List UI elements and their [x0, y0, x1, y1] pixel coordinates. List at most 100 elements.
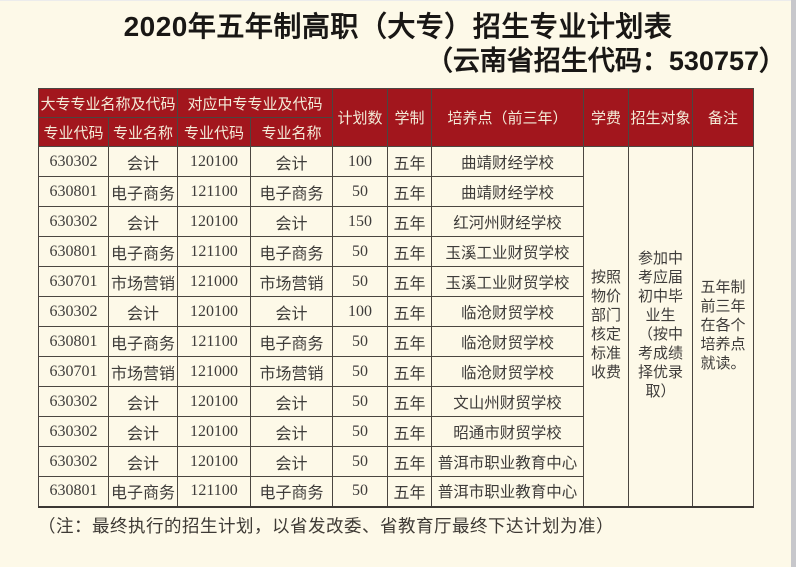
header-zz-name: 专业名称 [250, 117, 334, 147]
cell-zz-name: 电子商务 [250, 326, 334, 357]
cell-dz-name: 市场营销 [107, 356, 179, 387]
cell-dz-code: 630302 [38, 206, 109, 237]
cell-zz-code: 121100 [177, 476, 252, 507]
cell-duration: 五年 [387, 386, 433, 417]
cell-site: 玉溪工业财贸学校 [431, 266, 585, 297]
cell-dz-name: 会计 [107, 416, 179, 447]
header-zz-code: 专业代码 [177, 117, 252, 147]
cell-plan: 50 [332, 476, 389, 507]
cell-zz-code: 121000 [177, 356, 252, 387]
cell-site: 临沧财贸学校 [431, 356, 585, 387]
header-dz-name: 专业名称 [107, 117, 179, 147]
scrollbar-track[interactable] [791, 0, 796, 567]
table-row: 630701 市场营销 121000 市场营销 50 五年 临沧财贸学校 [38, 356, 754, 387]
cell-site: 玉溪工业财贸学校 [431, 236, 585, 267]
cell-dz-name: 会计 [107, 296, 179, 327]
table-row: 630302 会计 120100 会计 150 五年 红河州财经学校 [38, 206, 754, 237]
cell-note-merged: 五年制前三年在各个培养点就读。 [692, 146, 755, 507]
cell-tuition-merged: 按照物价部门核定标准收费 [583, 146, 630, 507]
cell-dz-name: 会计 [107, 206, 179, 237]
cell-zz-code: 121000 [177, 266, 252, 297]
cell-plan: 50 [332, 266, 389, 297]
cell-zz-name: 会计 [250, 386, 334, 417]
cell-site: 普洱市职业教育中心 [431, 476, 585, 507]
table-row: 630302 会计 120100 会计 50 五年 昭通市财贸学校 [38, 416, 754, 447]
admission-plan-table: 大专专业名称及代码 对应中专专业及代码 计划数 学制 培养点（前三年） 学费 招… [37, 88, 755, 508]
cell-zz-code: 120100 [177, 446, 252, 477]
cell-target-merged: 参加中考应届初中毕业生（按中考成绩择优录取） [628, 146, 694, 507]
cell-dz-code: 630302 [38, 416, 109, 447]
cell-duration: 五年 [387, 446, 433, 477]
cell-site: 曲靖财经学校 [431, 176, 585, 207]
cell-dz-code: 630801 [38, 476, 109, 507]
header-row-sub: 专业代码 专业名称 专业代码 专业名称 [38, 117, 754, 147]
cell-duration: 五年 [387, 296, 433, 327]
cell-plan: 50 [332, 176, 389, 207]
cell-dz-code: 630801 [38, 326, 109, 357]
cell-site: 昭通市财贸学校 [431, 416, 585, 447]
cell-zz-name: 电子商务 [250, 236, 334, 267]
cell-zz-name: 电子商务 [250, 476, 334, 507]
cell-zz-name: 会计 [250, 416, 334, 447]
cell-dz-code: 630302 [38, 146, 109, 177]
cell-zz-name: 会计 [250, 296, 334, 327]
cell-plan: 100 [332, 296, 389, 327]
table-row: 630801 电子商务 121100 电子商务 50 五年 临沧财贸学校 [38, 326, 754, 357]
cell-zz-code: 121100 [177, 326, 252, 357]
cell-duration: 五年 [387, 146, 433, 177]
cell-duration: 五年 [387, 416, 433, 447]
header-group-dazhuan: 大专专业名称及代码 [37, 88, 179, 118]
cell-zz-code: 120100 [177, 416, 252, 447]
cell-duration: 五年 [387, 266, 433, 297]
table-row: 630801 电子商务 121100 电子商务 50 五年 曲靖财经学校 [38, 176, 754, 207]
cell-duration: 五年 [387, 176, 433, 207]
cell-dz-code: 630701 [38, 356, 109, 387]
cell-dz-code: 630701 [38, 266, 109, 297]
cell-site: 普洱市职业教育中心 [431, 446, 585, 477]
cell-zz-code: 120100 [177, 146, 252, 177]
cell-zz-name: 会计 [250, 206, 334, 237]
cell-dz-name: 会计 [107, 146, 179, 177]
cell-duration: 五年 [387, 206, 433, 237]
cell-zz-name: 会计 [250, 146, 334, 177]
header-duration: 学制 [387, 88, 433, 147]
page-title: 2020年五年制高职（大专）招生专业计划表 [123, 11, 673, 42]
header-plan-count: 计划数 [332, 88, 389, 147]
cell-dz-code: 630302 [38, 296, 109, 327]
header-target: 招生对象 [628, 88, 694, 147]
header-tuition: 学费 [583, 88, 630, 147]
header-note: 备注 [692, 88, 755, 147]
cell-zz-name: 市场营销 [250, 266, 334, 297]
cell-zz-code: 120100 [177, 296, 252, 327]
cell-zz-code: 120100 [177, 386, 252, 417]
cell-dz-name: 电子商务 [107, 326, 179, 357]
cell-plan: 100 [332, 146, 389, 177]
cell-duration: 五年 [387, 476, 433, 507]
header-dz-code: 专业代码 [38, 117, 109, 147]
page-subtitle: （云南省招生代码：530757） [425, 46, 786, 76]
cell-dz-code: 630801 [38, 176, 109, 207]
cell-zz-code: 121100 [177, 176, 252, 207]
cell-plan: 50 [332, 326, 389, 357]
cell-dz-code: 630801 [38, 236, 109, 267]
cell-duration: 五年 [387, 356, 433, 387]
header-group-zhongzhuan: 对应中专专业及代码 [177, 88, 334, 118]
cell-zz-name: 电子商务 [250, 176, 334, 207]
cell-plan: 150 [332, 206, 389, 237]
table-row: 630302 会计 120100 会计 100 五年 曲靖财经学校 按照物价部门… [38, 146, 755, 507]
table-row: 630801 电子商务 121100 电子商务 50 五年 玉溪工业财贸学校 [38, 236, 754, 267]
table-row: 630302 会计 120100 会计 50 五年 文山州财贸学校 [38, 386, 754, 417]
cell-plan: 50 [332, 416, 389, 447]
header-row-groups: 大专专业名称及代码 对应中专专业及代码 计划数 学制 培养点（前三年） 学费 招… [37, 88, 755, 147]
header-training-site: 培养点（前三年） [431, 88, 585, 147]
cell-dz-name: 市场营销 [107, 266, 179, 297]
table-body: 630302 会计 120100 会计 100 五年 曲靖财经学校 按照物价部门… [38, 146, 755, 507]
cell-site: 临沧财贸学校 [431, 326, 585, 357]
footnote: （注：最终执行的招生计划，以省发改委、省教育厅最终下达计划为准） [38, 516, 614, 536]
window-top-edge [0, 0, 796, 1]
cell-zz-name: 市场营销 [250, 356, 334, 387]
cell-dz-code: 630302 [38, 446, 109, 477]
cell-zz-code: 120100 [177, 206, 252, 237]
cell-dz-name: 电子商务 [107, 476, 179, 507]
cell-plan: 50 [332, 356, 389, 387]
